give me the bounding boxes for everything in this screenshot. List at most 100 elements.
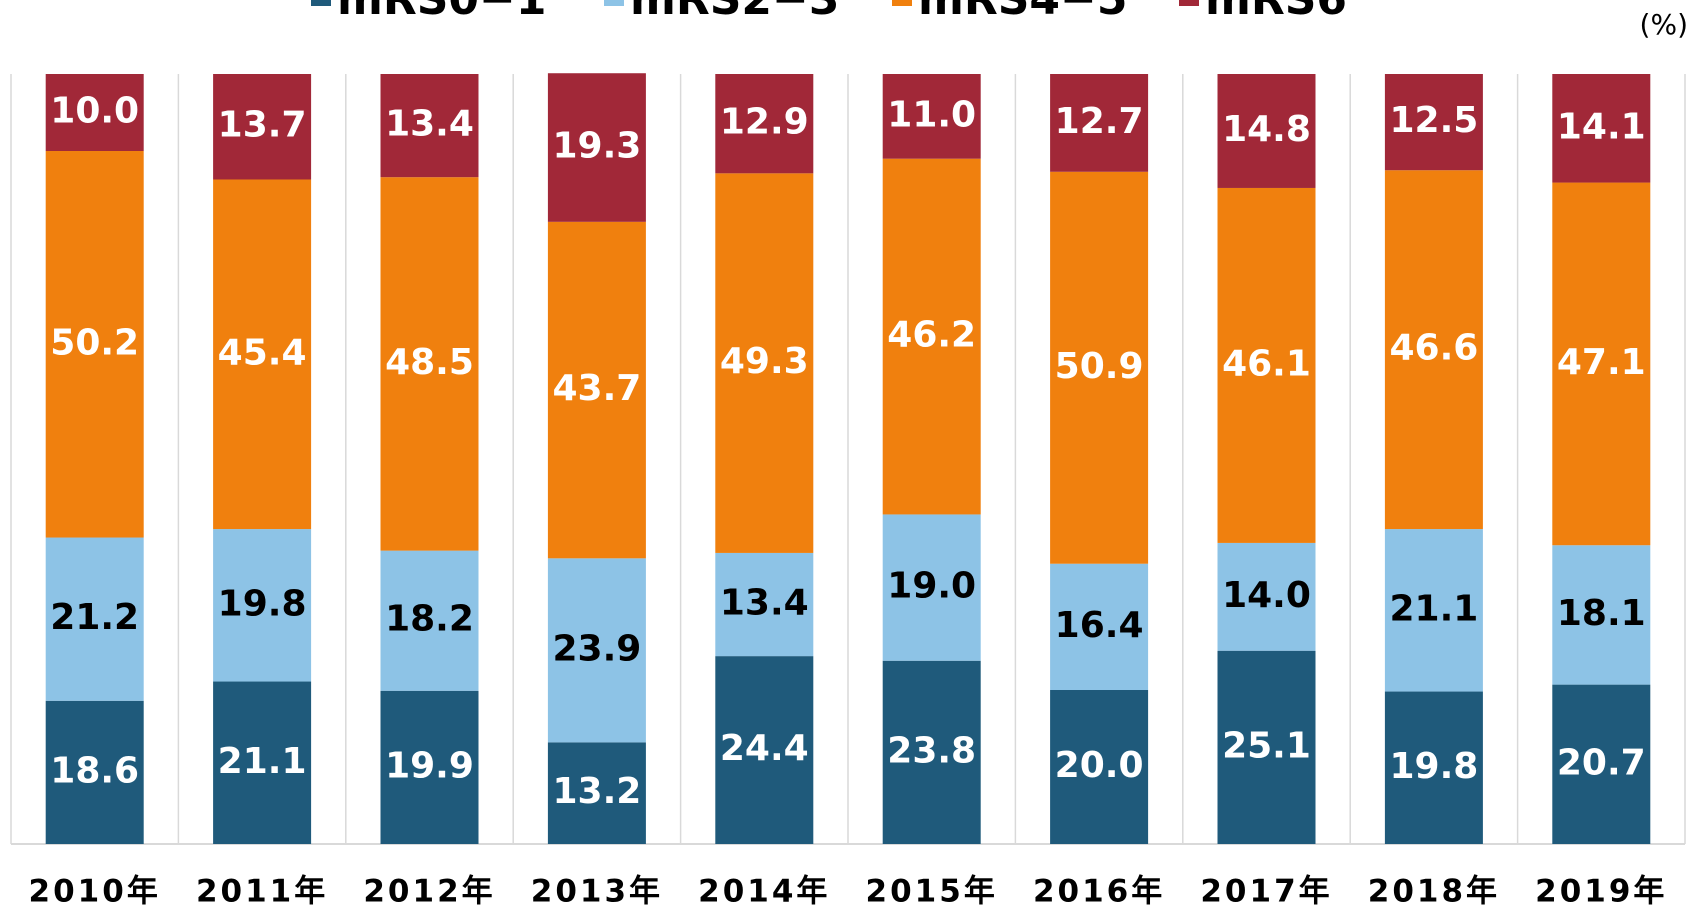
data-label: 13.7 bbox=[218, 105, 307, 146]
bar-segment bbox=[1050, 690, 1149, 844]
data-label: 14.0 bbox=[1222, 575, 1311, 616]
legend-swatch bbox=[892, 0, 912, 6]
bar-segment bbox=[715, 656, 814, 844]
bar-segment bbox=[380, 550, 479, 691]
data-label: 19.8 bbox=[1389, 746, 1478, 787]
data-label: 43.7 bbox=[552, 368, 641, 409]
bar-segment bbox=[715, 173, 814, 553]
x-tick-label: 2012年 bbox=[363, 874, 495, 909]
data-label: 46.6 bbox=[1389, 328, 1478, 369]
x-tick-label: 2017年 bbox=[1200, 874, 1332, 909]
legend-swatch bbox=[604, 0, 624, 6]
bar-segment bbox=[1217, 542, 1316, 651]
data-label: 11.0 bbox=[887, 94, 976, 135]
legend-swatch bbox=[1179, 0, 1199, 6]
bar-segment bbox=[1552, 545, 1651, 685]
data-label: 50.2 bbox=[50, 322, 139, 363]
data-label: 13.4 bbox=[385, 104, 474, 145]
x-tick-label: 2014年 bbox=[698, 874, 830, 909]
bar-segment bbox=[882, 660, 981, 844]
data-label: 20.7 bbox=[1557, 742, 1646, 783]
data-label: 18.6 bbox=[50, 750, 139, 791]
bar-segment bbox=[882, 514, 981, 661]
data-label: 13.2 bbox=[552, 771, 641, 812]
data-label: 46.2 bbox=[887, 315, 976, 356]
data-label: 48.5 bbox=[385, 342, 474, 383]
legend-label: mRS4−5 bbox=[918, 0, 1128, 25]
bar-segment bbox=[547, 73, 646, 222]
bar-segment bbox=[45, 74, 144, 151]
legend-swatch bbox=[311, 0, 331, 6]
data-label: 10.0 bbox=[50, 91, 139, 132]
bar-segment bbox=[1050, 171, 1149, 564]
bar-segment bbox=[1552, 684, 1651, 844]
bar-segment bbox=[1384, 529, 1483, 692]
bar-segment bbox=[547, 558, 646, 743]
data-label: 16.4 bbox=[1055, 605, 1144, 646]
bar-segment bbox=[1384, 691, 1483, 844]
bar-segment bbox=[213, 681, 312, 844]
bar-segment bbox=[1217, 650, 1316, 844]
bar-segment bbox=[213, 179, 312, 530]
bar-segment bbox=[380, 177, 479, 551]
x-tick-label: 2010年 bbox=[29, 874, 161, 909]
bar-segment bbox=[1050, 74, 1149, 172]
bar-segment bbox=[1384, 170, 1483, 530]
bar-segment bbox=[1552, 74, 1651, 183]
x-tick-label: 2013年 bbox=[531, 874, 663, 909]
bar-segment bbox=[1050, 563, 1149, 690]
data-label: 19.9 bbox=[385, 745, 474, 786]
bar-segment bbox=[213, 74, 312, 180]
bar-segment bbox=[1552, 182, 1651, 546]
bar-segment bbox=[380, 74, 479, 178]
data-label: 21.1 bbox=[218, 741, 307, 782]
unit-label: (%) bbox=[1640, 8, 1688, 41]
data-label: 14.8 bbox=[1222, 109, 1311, 150]
legend-label: mRS6 bbox=[1205, 0, 1347, 25]
bar-segment bbox=[715, 552, 814, 657]
data-label: 45.4 bbox=[218, 332, 307, 373]
x-tick-label: 2019年 bbox=[1535, 874, 1667, 909]
data-label: 20.0 bbox=[1055, 745, 1144, 786]
data-label: 49.3 bbox=[720, 341, 809, 382]
x-tick-label: 2011年 bbox=[196, 874, 328, 909]
bar-segment bbox=[45, 537, 144, 701]
data-label: 12.7 bbox=[1055, 101, 1144, 142]
bar-segment bbox=[380, 690, 479, 844]
data-label: 13.4 bbox=[720, 583, 809, 624]
bar-segment bbox=[1384, 74, 1483, 171]
x-tick-label: 2018年 bbox=[1368, 874, 1500, 909]
data-label: 14.1 bbox=[1557, 106, 1646, 147]
data-label: 24.4 bbox=[720, 728, 809, 769]
bar-segment bbox=[715, 74, 814, 174]
data-label: 25.1 bbox=[1222, 725, 1311, 766]
data-label: 12.9 bbox=[720, 102, 809, 143]
bar-segment bbox=[45, 151, 144, 538]
bar-segment bbox=[45, 700, 144, 844]
data-label: 50.9 bbox=[1055, 346, 1144, 387]
bar-segment bbox=[213, 529, 312, 682]
data-label: 47.1 bbox=[1557, 342, 1646, 383]
x-tick-label: 2015年 bbox=[866, 874, 998, 909]
bar-segment bbox=[882, 74, 981, 159]
data-label: 19.8 bbox=[218, 583, 307, 624]
data-label: 12.5 bbox=[1389, 100, 1478, 141]
bar-segment bbox=[882, 158, 981, 515]
data-label: 46.1 bbox=[1222, 343, 1311, 384]
bar-segment bbox=[1217, 187, 1316, 543]
data-label: 21.2 bbox=[50, 597, 139, 638]
bar-segment bbox=[547, 221, 646, 559]
legend-label: mRS2−3 bbox=[630, 0, 840, 25]
data-label: 18.1 bbox=[1557, 593, 1646, 634]
data-label: 19.3 bbox=[552, 126, 641, 167]
bar-segment bbox=[547, 742, 646, 844]
data-label: 19.0 bbox=[887, 566, 976, 607]
legend-label: mRS0−1 bbox=[337, 0, 547, 25]
data-label: 21.1 bbox=[1389, 588, 1478, 629]
x-tick-label: 2016年 bbox=[1033, 874, 1165, 909]
data-label: 23.9 bbox=[552, 628, 641, 669]
data-label: 23.8 bbox=[887, 730, 976, 771]
data-label: 18.2 bbox=[385, 599, 474, 640]
bar-segment bbox=[1217, 74, 1316, 188]
